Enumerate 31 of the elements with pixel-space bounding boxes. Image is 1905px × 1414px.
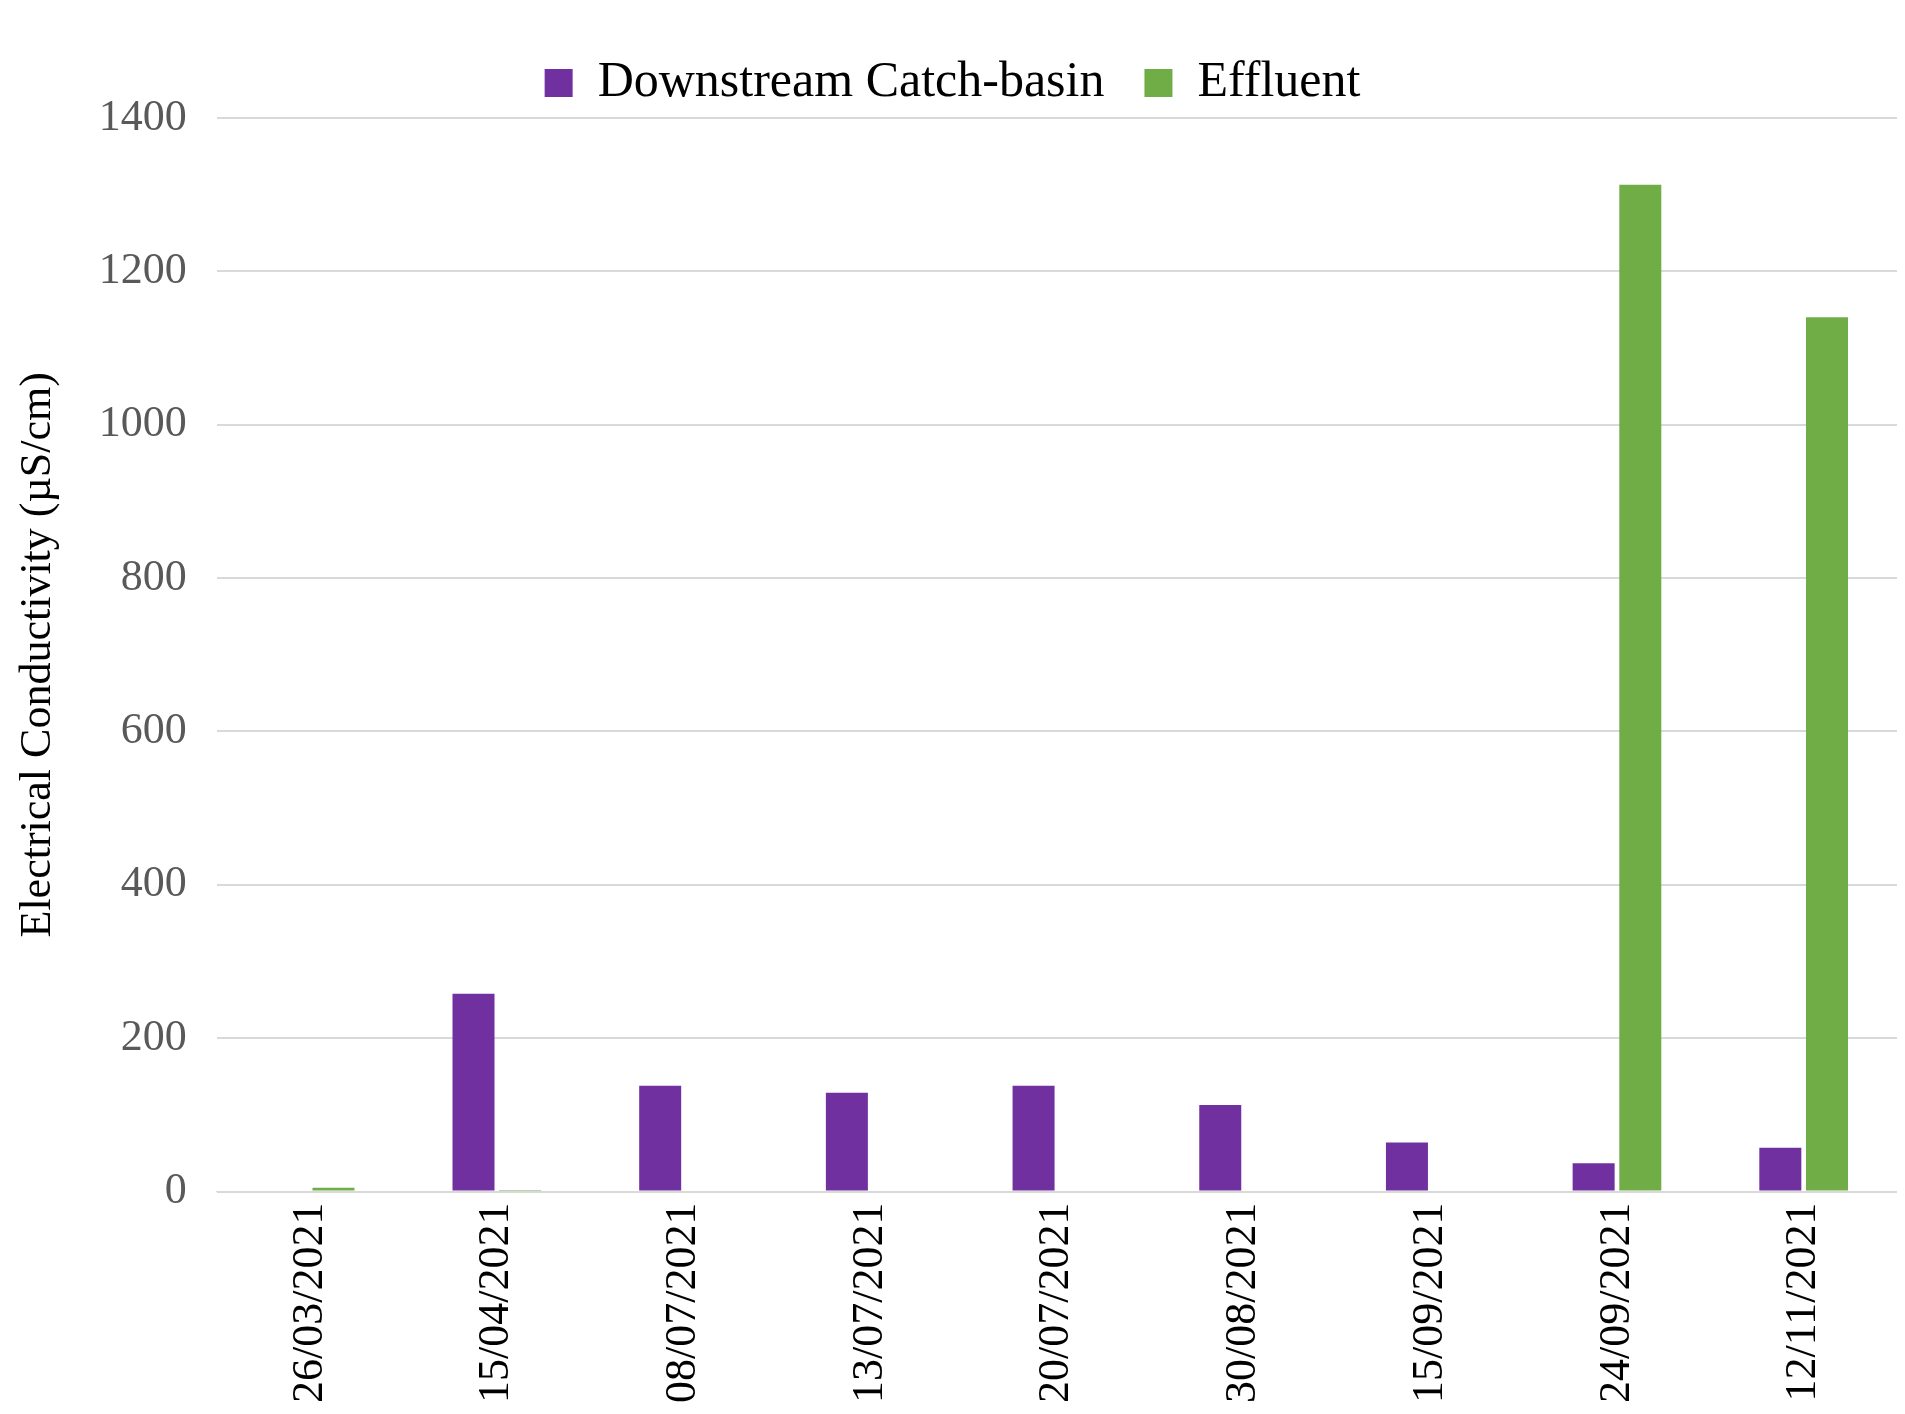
x-tick-label: 15/04/2021 xyxy=(469,1202,519,1403)
bar xyxy=(452,993,495,1191)
y-tick-label: 200 xyxy=(120,1010,187,1060)
x-tick-label: 24/09/2021 xyxy=(1589,1202,1639,1403)
y-tick-label: 1000 xyxy=(98,397,187,447)
x-tick-label: 13/07/2021 xyxy=(842,1202,892,1403)
legend-label: Downstream Catch-basin xyxy=(597,51,1105,108)
bar xyxy=(1012,1085,1055,1191)
y-tick-label: 800 xyxy=(120,550,187,600)
bar xyxy=(1759,1147,1802,1191)
bar xyxy=(639,1085,682,1191)
y-tick-label: 1400 xyxy=(98,90,187,140)
y-tick-label: 600 xyxy=(120,704,187,754)
x-tick-label: 12/11/2021 xyxy=(1776,1202,1826,1402)
bar xyxy=(312,1187,355,1191)
bar xyxy=(1199,1104,1242,1191)
x-tick-label: 26/03/2021 xyxy=(282,1202,332,1403)
legend-label: Effluent xyxy=(1197,51,1361,108)
y-axis-title: Electrical Conductivity (µS/cm) xyxy=(10,372,60,938)
bar xyxy=(1619,184,1662,1191)
bar xyxy=(1805,317,1848,1191)
x-tick-label: 15/09/2021 xyxy=(1402,1202,1452,1403)
y-tick-label: 400 xyxy=(120,857,187,907)
y-tick-label: 1200 xyxy=(98,243,187,293)
x-tick-label: 08/07/2021 xyxy=(656,1202,706,1403)
bar xyxy=(1385,1142,1428,1191)
x-tick-label: 20/07/2021 xyxy=(1029,1202,1079,1403)
bar xyxy=(825,1092,868,1191)
x-tick-label: 30/08/2021 xyxy=(1216,1202,1266,1403)
bar xyxy=(1572,1163,1615,1191)
y-tick-label: 0 xyxy=(164,1164,187,1214)
